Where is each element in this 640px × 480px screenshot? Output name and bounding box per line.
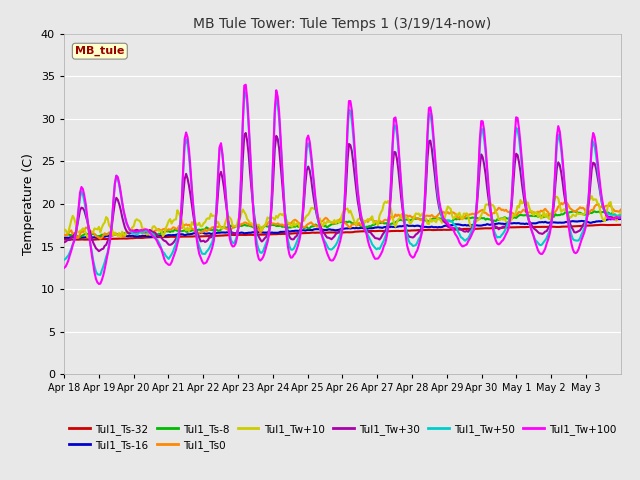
Y-axis label: Temperature (C): Temperature (C) — [22, 153, 35, 255]
Text: MB_tule: MB_tule — [75, 46, 125, 56]
Title: MB Tule Tower: Tule Temps 1 (3/19/14-now): MB Tule Tower: Tule Temps 1 (3/19/14-now… — [193, 17, 492, 31]
Legend: Tul1_Ts-32, Tul1_Ts-16, Tul1_Ts-8, Tul1_Ts0, Tul1_Tw+10, Tul1_Tw+30, Tul1_Tw+50,: Tul1_Ts-32, Tul1_Ts-16, Tul1_Ts-8, Tul1_… — [69, 424, 617, 451]
